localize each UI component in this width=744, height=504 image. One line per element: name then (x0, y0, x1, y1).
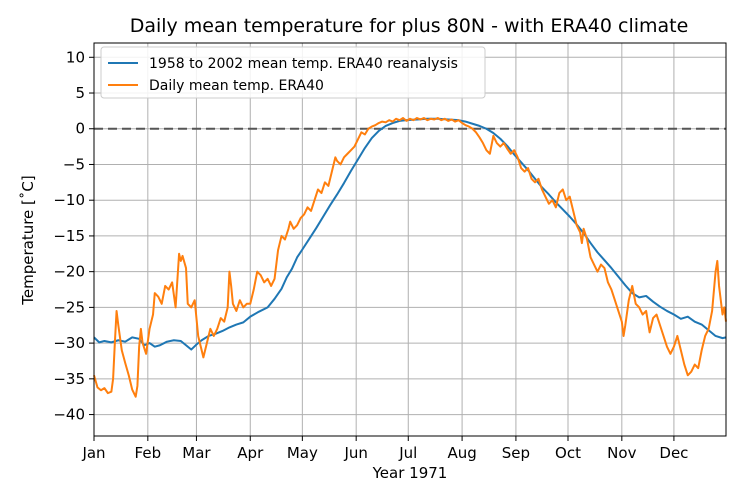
y-tick-label: −35 (53, 370, 85, 388)
x-tick-label: May (287, 444, 318, 462)
x-tick-label: Dec (659, 444, 688, 462)
legend-label-climate: 1958 to 2002 mean temp. ERA40 reanalysis (149, 56, 458, 72)
legend: 1958 to 2002 mean temp. ERA40 reanalysis… (100, 46, 486, 99)
y-tick-label: −20 (53, 263, 85, 281)
x-tick-label: Oct (555, 444, 581, 462)
y-axis-label: Temperature [˚C] (19, 175, 37, 305)
x-tick-label: Sep (502, 444, 530, 462)
series (93, 117, 727, 398)
plot-area (94, 43, 726, 436)
x-tick-label: Mar (182, 444, 211, 462)
y-tick-label: 10 (66, 48, 85, 66)
plot-frame (93, 42, 727, 437)
y-tick-label: −5 (63, 155, 85, 173)
y-tick-label: 5 (75, 84, 85, 102)
daily-temperature-line (93, 117, 727, 398)
y-tick-label: −25 (53, 298, 85, 316)
y-tick-label: −10 (53, 191, 85, 209)
x-tick-label: Nov (607, 444, 636, 462)
x-tick-label: Feb (135, 444, 162, 462)
y-tick-label: −30 (53, 334, 85, 352)
axis-ticks: Jan Feb Mar Apr May Jun Jul Aug Sep Oct Nov Dec 10 5 0… (53, 48, 688, 462)
x-tick-label: Apr (237, 444, 264, 462)
x-tick-label: Jun (343, 444, 367, 462)
x-tick-label: Jan (81, 444, 105, 462)
x-tick-label: Jul (398, 444, 417, 462)
legend-label-daily: Daily mean temp. ERA40 (149, 78, 324, 94)
y-tick-label: 0 (75, 120, 85, 138)
legend-box (100, 46, 486, 99)
climate-mean-line (93, 117, 727, 351)
x-tick-label: Aug (447, 444, 476, 462)
chart-title: Daily mean temperature for plus 80N - wi… (130, 15, 689, 37)
y-tick-label: −15 (53, 227, 85, 245)
y-tick-label: −40 (53, 406, 85, 424)
x-axis-label: Year 1971 (372, 464, 448, 482)
